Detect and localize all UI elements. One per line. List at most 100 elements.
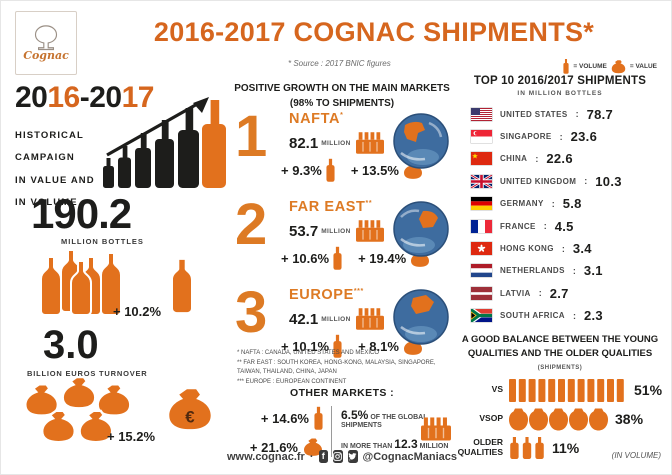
flag-united-states — [471, 107, 492, 121]
separator: : — [572, 310, 576, 321]
separator: : — [543, 221, 547, 232]
separator: : — [572, 265, 576, 276]
market-value: 53.7 MILLION — [289, 220, 384, 242]
flag-singapore — [471, 130, 492, 144]
market-footnote-marker: ** — [365, 200, 373, 208]
vsop-bar-icon — [509, 408, 608, 430]
country-value: 2.3 — [583, 308, 603, 324]
flag-france — [471, 219, 492, 233]
market-growth: + 10.6% + 19.4% — [281, 246, 430, 271]
market-value-number: 82.1 — [289, 134, 319, 152]
money-bag-icon — [304, 438, 322, 456]
country-name: GERMANY — [500, 199, 544, 209]
market-name: EUROPE*** — [289, 287, 364, 303]
top10-row: CHINA: 22.6 — [457, 148, 663, 170]
instagram-icon[interactable] — [333, 450, 343, 463]
source-note: * Source : 2017 BNIC figures — [288, 59, 391, 68]
vs-bar-icon — [509, 378, 624, 402]
bottle-icon — [314, 406, 323, 430]
euro-symbol: € — [185, 407, 195, 426]
cognac-logo: Cognac — [15, 11, 77, 75]
bottles-growth: + 10.2% — [113, 304, 162, 319]
quality-percentage: 51% — [634, 382, 663, 398]
bottle-icon — [326, 158, 335, 182]
country-value: 5.8 — [562, 196, 582, 212]
country-value: 4.5 — [554, 218, 574, 234]
quality-label: VSOP — [479, 413, 503, 424]
money-bag-icon — [403, 161, 422, 179]
market-growth: + 9.3% + 13.5% — [281, 158, 423, 183]
globe-europe-icon — [393, 289, 449, 345]
quality-balance-heading-line: A GOOD BALANCE BETWEEN THE YOUNG — [461, 334, 659, 345]
top10-row: NETHERLANDS: 3.1 — [457, 260, 663, 282]
other-markets-section: OTHER MARKETS : + 14.6% + 21.6% 6.5% — [233, 387, 451, 457]
top10-row: UNITED KINGDOM: 10.3 — [457, 170, 663, 192]
quality-label-line: OLDER — [473, 437, 503, 448]
social-handle[interactable]: @CognacManiacs — [362, 450, 457, 463]
market-row-far-east: 2 FAR EAST** 53.7 MILLION + 10.6% + 19.4… — [233, 195, 451, 277]
rank-number: 1 — [235, 104, 268, 169]
country-value: 78.7 — [586, 106, 614, 122]
market-value-number: 42.1 — [289, 310, 319, 328]
twitter-icon[interactable] — [347, 450, 358, 463]
turnover-unit: BILLION EUROS TURNOVER — [27, 369, 148, 378]
market-name-text: NAFTA — [289, 111, 341, 127]
campaign-summary-section: 2016-2017 HISTORICAL CAMPAIGN IN VALUE A… — [15, 83, 227, 463]
other-volume-growth: + 14.6% — [260, 411, 309, 426]
market-name-text: FAR EAST — [289, 199, 366, 215]
other-volume-growth-row: + 14.6% — [261, 406, 323, 431]
flag-hong-kong — [471, 242, 492, 256]
money-bag-cluster-icon — [24, 377, 132, 444]
country-name: UNITED KINGDOM — [500, 176, 577, 186]
market-name-text: EUROPE — [289, 287, 354, 303]
flag-south-africa — [471, 309, 492, 323]
facebook-icon[interactable]: f — [318, 450, 328, 463]
campaign-subtitle: HISTORICAL CAMPAIGN IN VALUE AND IN VOLU… — [15, 125, 115, 214]
main-markets-heading: POSITIVE GROWTH ON THE MAIN MARKETS (98%… — [233, 81, 451, 111]
quality-row-older: OLDER QUALITIES 11% — [457, 434, 663, 463]
quality-percentage: 38% — [615, 411, 644, 427]
value-growth: + 19.4% — [358, 251, 407, 266]
country-value: 3.1 — [583, 263, 603, 279]
flag-netherlands — [471, 264, 492, 278]
country-name: UNITED STATES — [500, 109, 568, 119]
volume-growth: + 10.6% — [281, 251, 330, 266]
country-value: 22.6 — [546, 151, 573, 167]
website-link[interactable]: www.cognac.fr — [227, 450, 305, 463]
separator: : — [551, 198, 555, 209]
global-share-label: OF THE GLOBAL SHIPMENTS — [341, 414, 428, 429]
campaign-line: HISTORICAL CAMPAIGN — [15, 130, 84, 164]
globe-far-east-icon — [393, 201, 449, 257]
flag-china — [471, 152, 492, 166]
market-footnote-marker: * — [340, 112, 344, 120]
other-markets-share: 6.5% OF THE GLOBAL SHIPMENTS IN MORE THA… — [331, 406, 451, 457]
other-value-growth-row: + 21.6% — [250, 438, 323, 457]
value-growth: + 8.1% — [358, 339, 399, 354]
global-share-line: 6.5% OF THE GLOBAL SHIPMENTS — [341, 408, 451, 429]
main-markets-section: POSITIVE GROWTH ON THE MAIN MARKETS (98%… — [233, 81, 451, 461]
separator: : — [559, 131, 563, 142]
market-footnote-marker: *** — [353, 288, 364, 296]
separator: : — [561, 243, 565, 254]
quality-balance-subheading: (SHIPMENTS) — [537, 364, 583, 371]
top10-section: TOP 10 2016/2017 SHIPMENTS IN MILLION BO… — [457, 75, 663, 467]
money-bag-icon — [403, 337, 422, 355]
turnover-value: 3.0 — [43, 323, 99, 367]
top10-row: SOUTH AFRICA: 2.3 — [457, 305, 663, 327]
separator: : — [535, 153, 539, 164]
more-than-value: 12.3 — [394, 437, 418, 451]
quality-balance-heading: A GOOD BALANCE BETWEEN THE YOUNG QUALITI… — [457, 333, 663, 362]
main-markets-heading-line: (98% TO SHIPMENTS) — [289, 98, 395, 109]
footnote: * NAFTA : CANADA, UNITED STATES AND MEXI… — [237, 350, 380, 356]
country-name: LATVIA — [500, 288, 531, 298]
bottle-cluster-icon — [40, 249, 122, 316]
top10-row: LATVIA: 2.7 — [457, 282, 663, 304]
small-bottle-icon — [173, 259, 191, 313]
more-than-unit: MILLION — [419, 443, 449, 450]
top10-list: UNITED STATES: 78.7 SINGAPORE: 23.6 CHIN… — [457, 103, 663, 327]
top10-row: FRANCE: 4.5 — [457, 215, 663, 237]
quality-balance-heading-line: QUALITIES AND THE OLDER QUALITIES — [467, 348, 653, 360]
euro-money-bag-icon: € — [169, 389, 211, 430]
bottle-crate-icon — [355, 220, 384, 242]
